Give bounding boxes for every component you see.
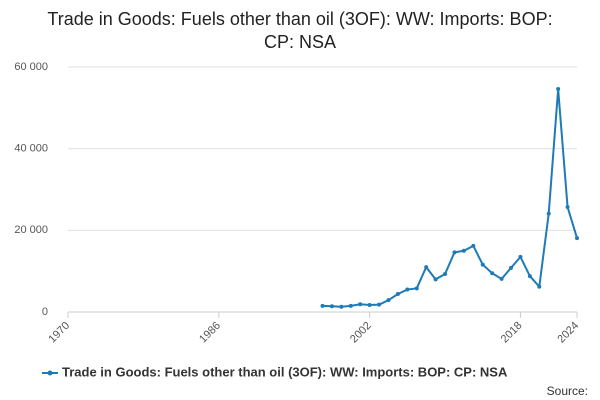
x-tick-label: 1970 xyxy=(46,320,72,346)
data-point xyxy=(320,303,325,308)
x-tick-label: 2002 xyxy=(348,320,374,346)
y-tick-label: 60 000 xyxy=(14,61,48,73)
data-point xyxy=(537,284,542,289)
data-point xyxy=(367,303,372,308)
chart-title: Trade in Goods: Fuels other than oil (3O… xyxy=(47,9,553,52)
data-point xyxy=(395,292,400,297)
data-point xyxy=(443,272,448,277)
data-point xyxy=(433,277,438,282)
x-tick-label: 1986 xyxy=(197,320,223,346)
data-point xyxy=(329,304,334,309)
data-point xyxy=(424,265,429,270)
y-tick-label: 20 000 xyxy=(14,224,48,236)
data-point xyxy=(527,274,532,279)
data-point xyxy=(471,243,476,248)
data-point xyxy=(575,236,579,241)
data-point xyxy=(518,254,523,259)
data-point xyxy=(499,276,504,281)
data-point xyxy=(509,265,514,270)
legend-dot xyxy=(47,370,53,376)
data-point xyxy=(405,287,410,292)
data-point xyxy=(386,298,391,303)
x-tick-label: 2018 xyxy=(499,320,525,346)
data-point xyxy=(461,248,466,253)
data-point xyxy=(339,304,344,309)
data-point xyxy=(546,211,551,216)
legend-label: Trade in Goods: Fuels other than oil (3O… xyxy=(62,364,508,379)
y-tick-label: 0 xyxy=(42,306,48,318)
y-tick-label: 40 000 xyxy=(14,143,48,155)
data-point xyxy=(377,302,382,307)
data-point xyxy=(348,303,353,308)
data-point xyxy=(358,302,363,307)
data-point xyxy=(490,271,495,276)
x-tick-label: 2024 xyxy=(555,320,581,346)
source: Source: xyxy=(547,384,588,398)
data-point xyxy=(480,262,485,267)
series-line xyxy=(322,88,578,308)
data-point xyxy=(565,205,570,210)
data-point xyxy=(556,87,561,92)
data-point xyxy=(414,286,419,291)
data-point xyxy=(452,250,457,255)
